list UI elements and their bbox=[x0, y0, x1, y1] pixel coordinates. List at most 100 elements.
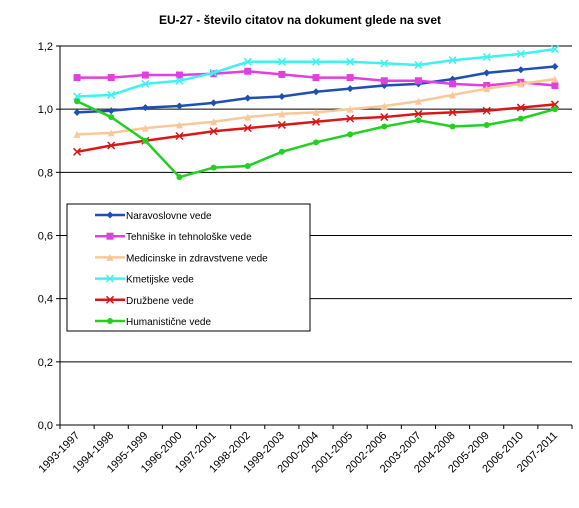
data-point bbox=[278, 148, 285, 155]
legend-marker bbox=[106, 211, 114, 219]
data-point bbox=[483, 85, 491, 93]
series-4 bbox=[73, 45, 559, 101]
data-point bbox=[175, 102, 183, 110]
legend-marker bbox=[105, 274, 115, 283]
data-point bbox=[448, 56, 457, 65]
y-tick-label: 0,8 bbox=[38, 167, 53, 179]
data-point bbox=[244, 94, 252, 102]
data-point bbox=[73, 74, 81, 82]
data-point bbox=[278, 70, 286, 78]
data-point bbox=[449, 123, 456, 130]
y-tick-label: 0,4 bbox=[38, 294, 53, 306]
data-point bbox=[175, 71, 183, 79]
data-point bbox=[381, 123, 388, 130]
y-axis-ticks: 0,0 0,2 0,4 0,6 0,8 1,0 1,2 bbox=[38, 41, 53, 432]
legend-marker bbox=[105, 295, 115, 304]
data-point bbox=[414, 109, 423, 118]
data-point bbox=[414, 60, 423, 69]
data-point bbox=[313, 139, 319, 146]
data-point bbox=[347, 131, 354, 138]
data-point bbox=[142, 137, 149, 144]
axes bbox=[56, 45, 573, 429]
data-point bbox=[108, 114, 115, 121]
legend-item: Tehniške in tehnološke vede bbox=[95, 232, 252, 243]
y-tick-label: 0,6 bbox=[38, 231, 53, 243]
data-point bbox=[73, 92, 82, 101]
data-point bbox=[311, 57, 321, 66]
data-point bbox=[312, 74, 320, 82]
data-point bbox=[551, 63, 559, 71]
data-point bbox=[175, 131, 184, 141]
data-point bbox=[141, 79, 150, 88]
data-point bbox=[483, 121, 490, 128]
y-tick-label: 1,2 bbox=[38, 41, 53, 53]
data-point bbox=[449, 91, 457, 99]
data-point bbox=[312, 108, 320, 116]
data-point bbox=[73, 108, 81, 116]
data-point bbox=[346, 85, 354, 93]
legend-label: Družbene vede bbox=[126, 296, 194, 307]
legend-item: Družbene vede bbox=[95, 295, 194, 307]
data-point bbox=[346, 57, 355, 66]
data-point bbox=[278, 110, 286, 118]
data-point bbox=[312, 88, 320, 96]
data-point bbox=[517, 80, 525, 88]
chart-title: EU-27 - število citatov na dokument gled… bbox=[159, 13, 441, 27]
data-point bbox=[311, 117, 321, 126]
data-point bbox=[209, 68, 218, 77]
legend-item: Kmetijske vede bbox=[95, 274, 194, 286]
data-point bbox=[346, 114, 355, 123]
data-point bbox=[175, 121, 183, 129]
data-point bbox=[210, 118, 218, 126]
data-point bbox=[482, 53, 491, 62]
data-point bbox=[449, 80, 457, 88]
data-point bbox=[73, 147, 82, 156]
legend: Naravoslovne vede Tehniške in tehnološke … bbox=[66, 203, 311, 332]
legend-marker bbox=[106, 253, 114, 261]
data-point bbox=[551, 106, 558, 113]
series bbox=[73, 45, 559, 181]
data-point bbox=[516, 49, 525, 58]
data-point bbox=[141, 104, 149, 112]
legend-label: Medicinske in zdravstvene vede bbox=[126, 253, 268, 264]
data-point bbox=[175, 76, 184, 85]
data-point bbox=[244, 67, 252, 75]
legend-label: Naravoslovne vede bbox=[126, 211, 212, 222]
legend-label: Kmetijske vede bbox=[126, 275, 194, 286]
data-point bbox=[277, 120, 286, 129]
data-point bbox=[482, 106, 491, 115]
data-point bbox=[141, 71, 149, 79]
legend-label: Tehniške in tehnološke vede bbox=[126, 232, 252, 243]
data-point bbox=[209, 127, 218, 136]
data-point bbox=[243, 57, 252, 66]
data-point bbox=[141, 124, 149, 132]
data-point bbox=[550, 100, 559, 109]
data-point bbox=[107, 129, 115, 137]
data-point bbox=[210, 99, 218, 107]
data-point bbox=[448, 108, 457, 117]
data-point bbox=[73, 130, 81, 138]
data-point bbox=[380, 77, 388, 85]
data-point bbox=[107, 141, 116, 150]
legend-item: Humanistične vede bbox=[95, 317, 211, 328]
data-point bbox=[414, 97, 422, 105]
data-point bbox=[244, 113, 252, 121]
data-point bbox=[380, 59, 389, 68]
y-tick-label: 1,0 bbox=[38, 104, 53, 116]
data-point bbox=[517, 66, 525, 74]
data-point bbox=[107, 90, 116, 99]
series-1 bbox=[73, 63, 559, 116]
series-6 bbox=[74, 98, 558, 181]
data-point bbox=[277, 57, 286, 66]
legend-marker bbox=[107, 318, 113, 324]
data-point bbox=[517, 115, 524, 122]
legend-item: Naravoslovne vede bbox=[95, 211, 212, 222]
data-point bbox=[550, 45, 559, 54]
y-tick-label: 0,0 bbox=[38, 420, 53, 432]
legend-marker bbox=[106, 232, 114, 240]
data-point bbox=[244, 163, 251, 170]
x-axis-ticks: 1993-19971994-19981995-19991996-20001997… bbox=[37, 430, 561, 476]
legend-label: Humanistične vede bbox=[126, 317, 211, 328]
data-point bbox=[516, 103, 525, 112]
